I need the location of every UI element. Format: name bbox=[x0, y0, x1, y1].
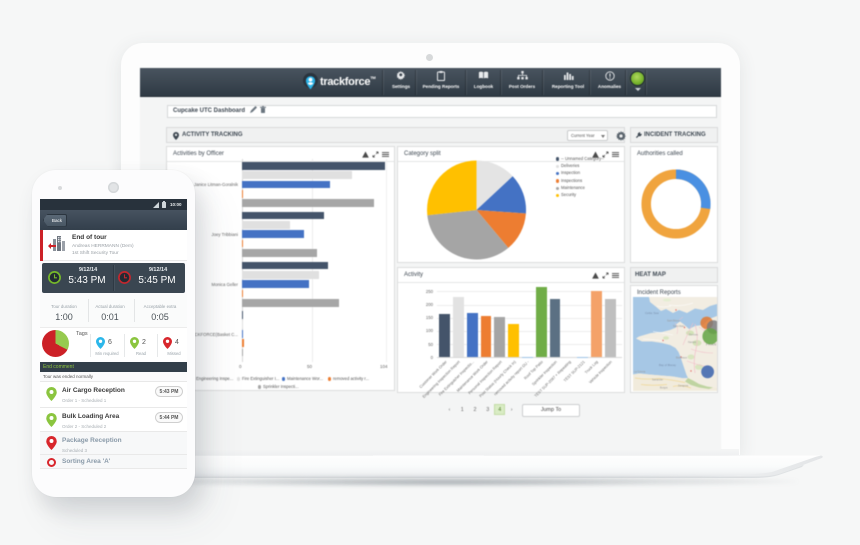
svg-text:Saint Malo: Saint Malo bbox=[673, 325, 685, 328]
svg-text:Rennes: Rennes bbox=[689, 333, 699, 337]
svg-text:Burgos: Burgos bbox=[660, 387, 668, 390]
svg-text:Zaragoza: Zaragoza bbox=[678, 385, 689, 388]
svg-text:Saint Brieuc: Saint Brieuc bbox=[667, 320, 681, 323]
svg-text:Santander: Santander bbox=[652, 379, 663, 382]
svg-text:Bay of Biscay: Bay of Biscay bbox=[659, 363, 677, 367]
svg-text:Celtic Sea: Celtic Sea bbox=[645, 311, 659, 315]
svg-text:Nantes: Nantes bbox=[688, 340, 697, 344]
svg-text:Bordeaux: Bordeaux bbox=[676, 356, 688, 360]
svg-text:FRAN: FRAN bbox=[706, 343, 717, 347]
svg-text:La Coruna: La Coruna bbox=[634, 371, 646, 374]
